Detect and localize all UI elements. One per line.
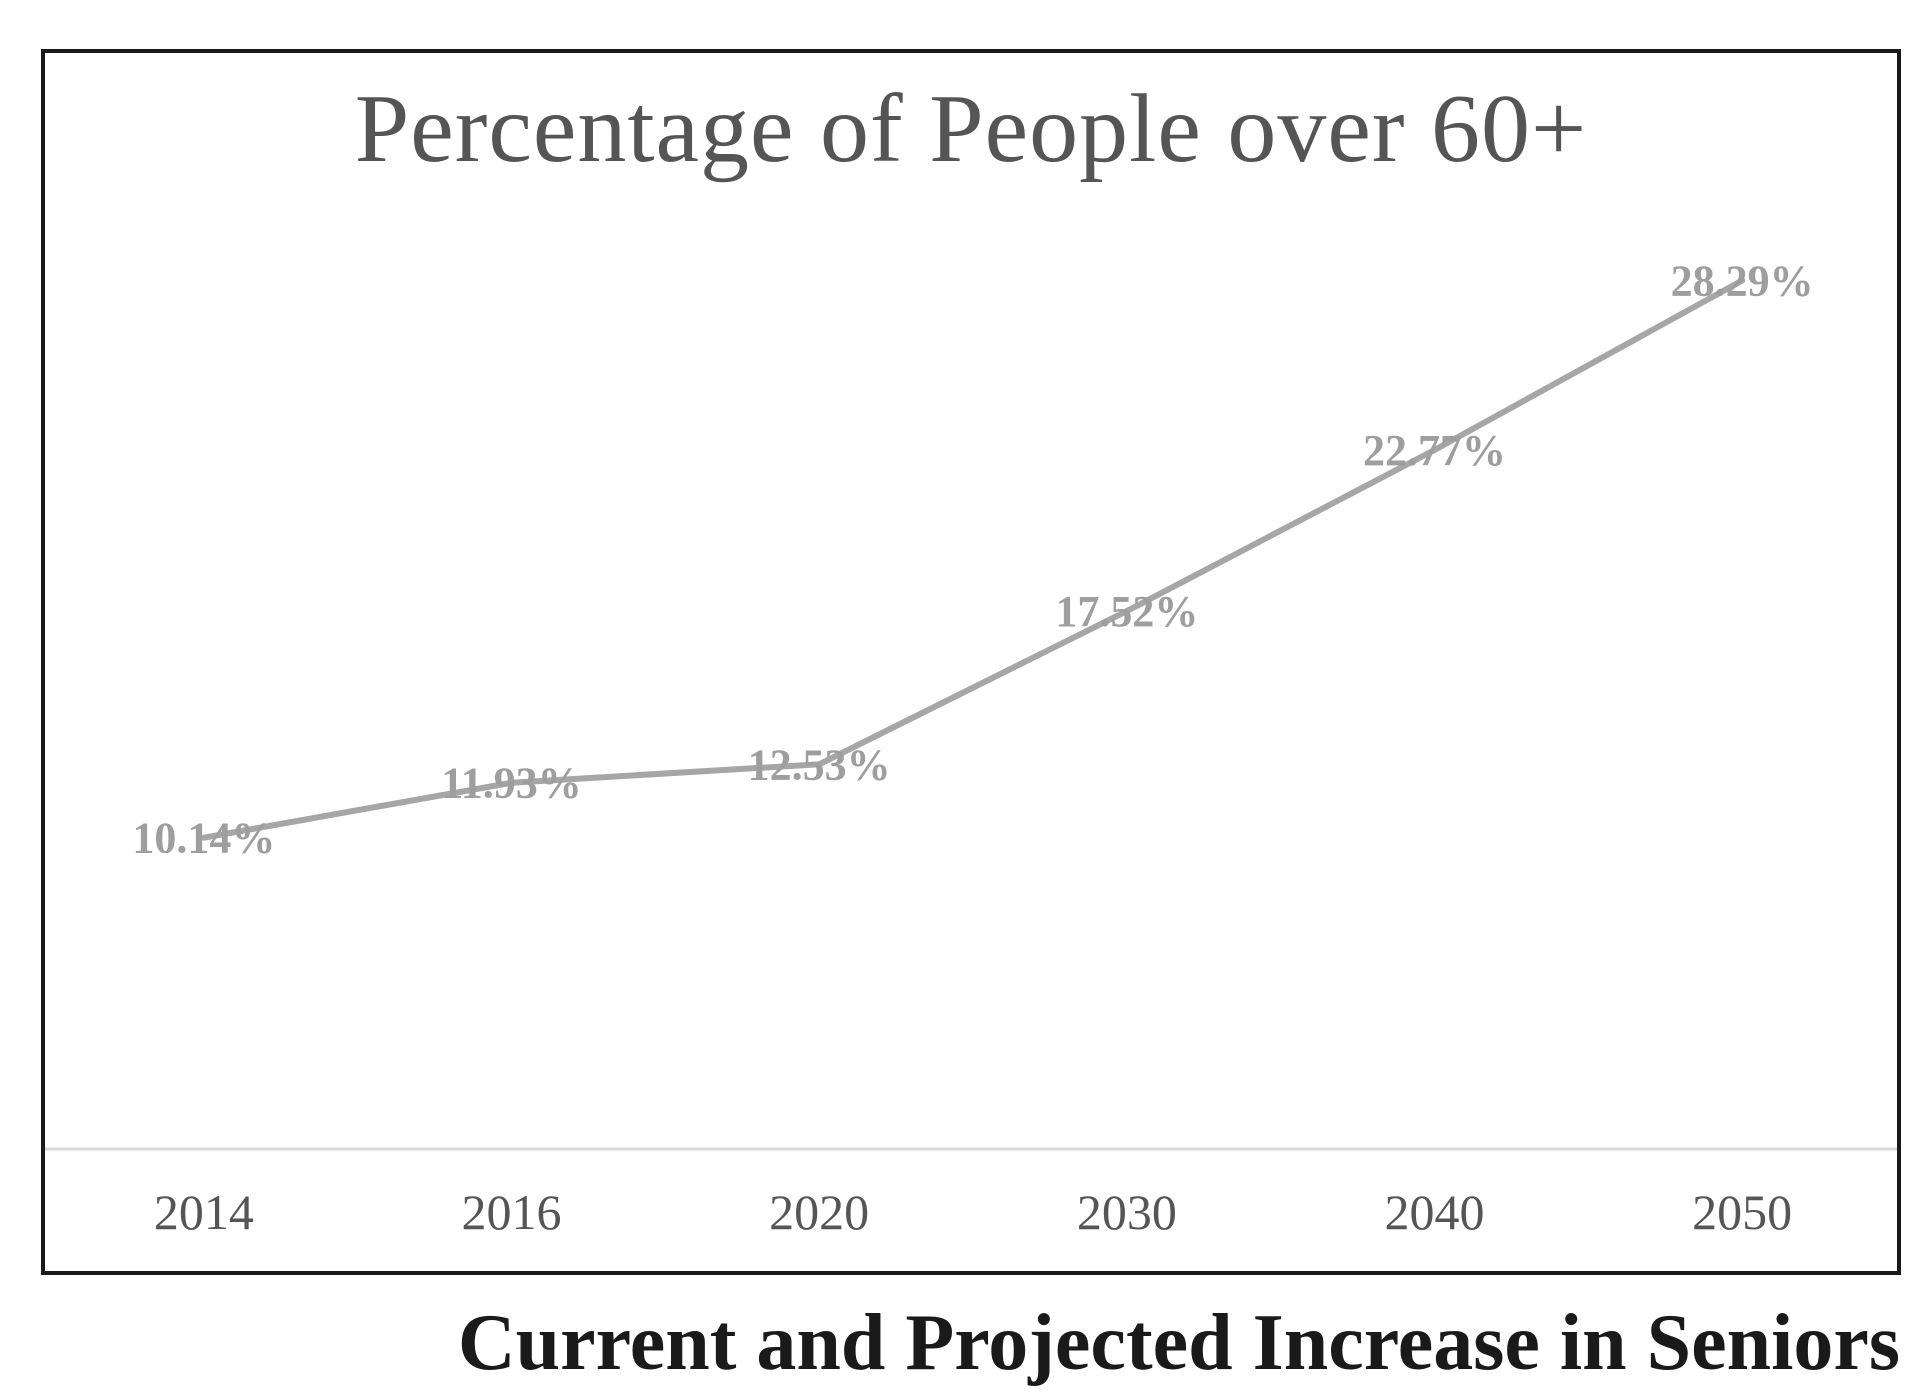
x-tick-label: 2040 [1385, 1184, 1485, 1240]
chart-title: Percentage of People over 60+ [354, 75, 1588, 183]
line-chart: 2014 2016 2020 2030 2040 2050 10.14% 11.93% 12.5… [45, 256, 1897, 1240]
data-label: 22.77% [1363, 426, 1506, 475]
chart-frame: 2014 2016 2020 2030 2040 2050 10.14% 11.93% 12.5… [41, 49, 1901, 1275]
data-label: 17.52% [1055, 587, 1198, 636]
x-tick-label: 2050 [1692, 1184, 1792, 1240]
series-line [200, 277, 1746, 841]
figure-caption: Current and Projected Increase in Senior… [457, 1299, 1900, 1387]
data-label: 12.53% [748, 740, 891, 789]
x-tick-label: 2020 [769, 1184, 869, 1240]
x-tick-label: 2014 [154, 1184, 254, 1240]
data-label: 11.93% [441, 759, 582, 808]
x-tick-label: 2030 [1077, 1184, 1177, 1240]
x-tick-label: 2016 [462, 1184, 562, 1240]
data-label: 28.29% [1671, 256, 1814, 305]
data-label: 10.14% [132, 814, 275, 863]
